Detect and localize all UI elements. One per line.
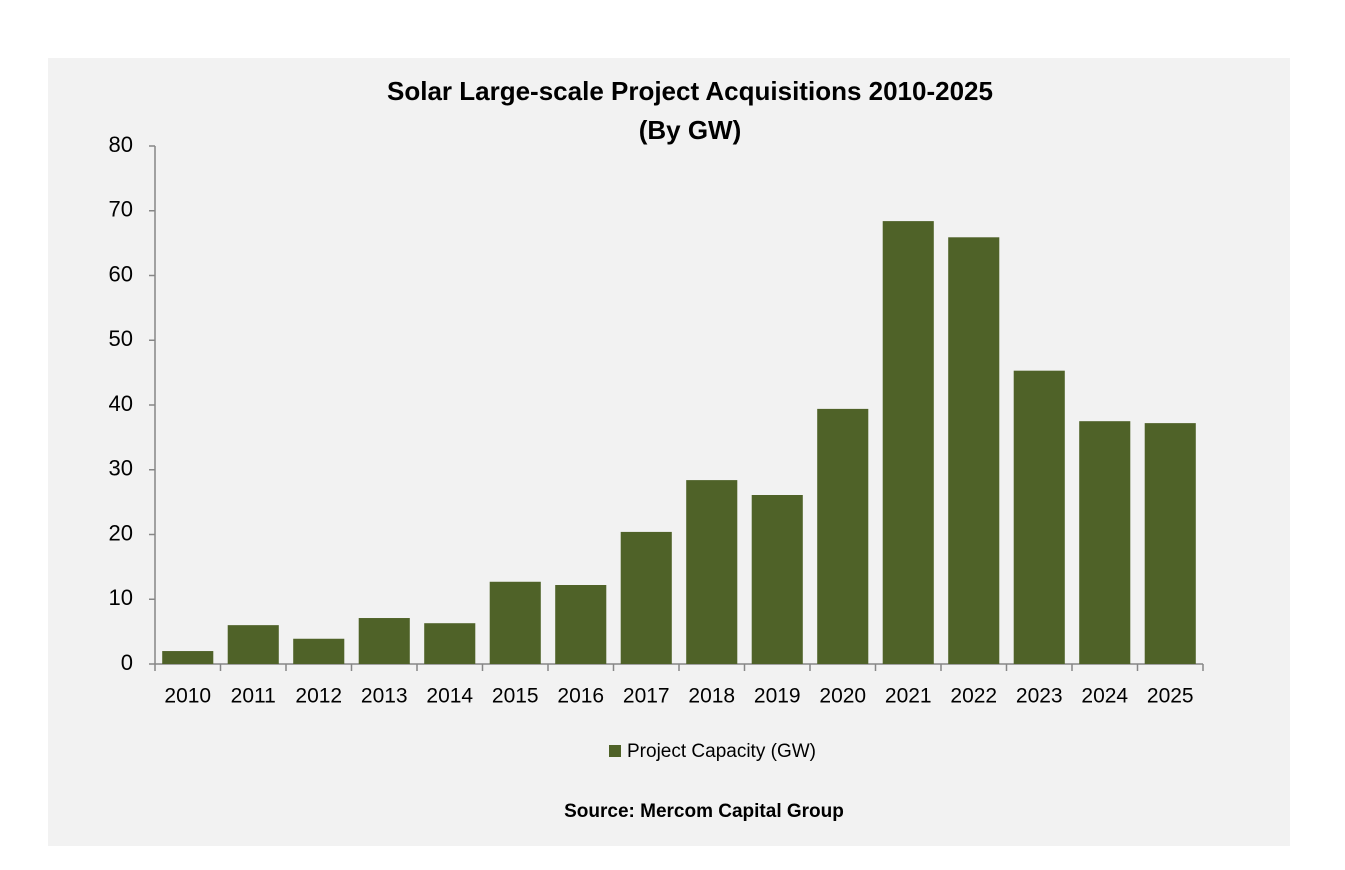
bar <box>817 408 869 664</box>
y-tick-label: 50 <box>109 326 133 351</box>
legend-swatch <box>609 745 621 757</box>
x-tick-label: 2025 <box>1147 685 1194 708</box>
x-tick-label: 2021 <box>885 685 932 708</box>
bar <box>489 581 541 664</box>
bar <box>424 623 476 664</box>
x-tick-label: 2022 <box>950 685 997 708</box>
x-tick-label: 2023 <box>1016 685 1063 708</box>
x-tick-label: 2011 <box>231 685 276 708</box>
y-tick-label: 80 <box>109 132 133 157</box>
x-tick-label: 2013 <box>361 685 408 708</box>
legend-label: Project Capacity (GW) <box>627 741 816 762</box>
x-tick-label: 2024 <box>1081 685 1128 708</box>
y-tick-label: 70 <box>109 197 133 222</box>
x-tick-label: 2012 <box>295 685 342 708</box>
bar <box>1013 370 1065 664</box>
y-tick-label: 10 <box>109 585 133 610</box>
bar <box>293 638 345 664</box>
bar <box>751 495 803 664</box>
y-tick-label: 30 <box>109 456 133 481</box>
x-tick-label: 2014 <box>426 685 473 708</box>
bar <box>358 618 410 664</box>
x-tick-label: 2018 <box>688 685 735 708</box>
y-tick-label: 40 <box>109 391 133 416</box>
source-note: Source: Mercom Capital Group <box>564 801 844 822</box>
y-tick-label: 60 <box>109 261 133 286</box>
chart-title: Solar Large-scale Project Acquisitions 2… <box>387 76 993 106</box>
x-tick-label: 2017 <box>623 685 670 708</box>
y-tick-label: 0 <box>121 650 133 675</box>
bar <box>227 625 279 664</box>
bar <box>948 237 1000 665</box>
chart-subtitle: (By GW) <box>639 115 742 145</box>
bar <box>1144 423 1196 664</box>
x-tick-label: 2019 <box>754 685 801 708</box>
y-tick-label: 20 <box>109 520 133 545</box>
bar <box>1079 421 1131 664</box>
bar <box>162 651 214 664</box>
bar <box>620 531 672 664</box>
bar <box>882 221 934 665</box>
x-tick-label: 2010 <box>164 685 211 708</box>
x-tick-label: 2020 <box>819 685 866 708</box>
bar <box>686 480 738 664</box>
x-tick-label: 2015 <box>492 685 539 708</box>
bar <box>555 585 607 664</box>
x-tick-label: 2016 <box>557 685 604 708</box>
